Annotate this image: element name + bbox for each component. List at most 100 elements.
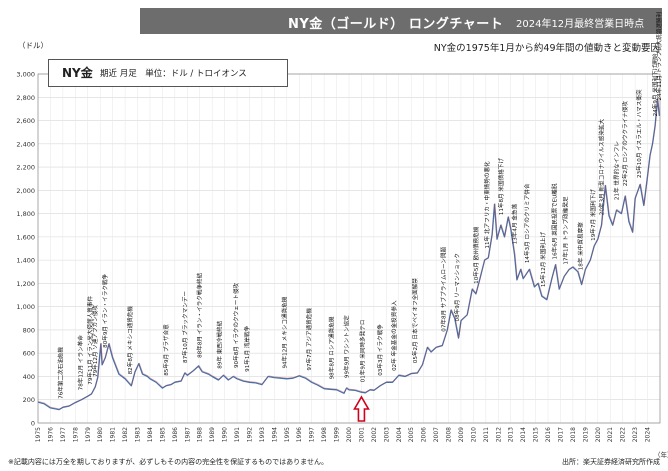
event-annotation: 85年9月 プラザ合意 (162, 324, 170, 376)
event-annotation: 19年7月 米国利下げ (589, 189, 597, 241)
event-annotation: 23年10月 イスラエル・ハマス衝突 (635, 89, 643, 178)
x-tick-label: 2007 (433, 427, 440, 442)
y-tick-label: 800 (23, 326, 35, 334)
event-annotation: 14年3月 ロシアのクリミア併合 (523, 183, 531, 263)
event-annotation: 11年 北アフリカ・中東情勢の悪化 (483, 161, 491, 249)
x-tick-label: 1989 (209, 427, 216, 442)
x-tick-label: 2009 (458, 427, 465, 442)
x-tick-label: 1988 (197, 427, 204, 442)
x-tick-label: 1995 (284, 427, 291, 442)
y-tick-label: 1,200 (16, 280, 35, 288)
x-tick-label: 2013 (508, 427, 515, 442)
x-tick-label: 2014 (520, 427, 527, 442)
event-annotation: 22年2月 ロシアのウクライナ侵攻 (621, 101, 629, 186)
x-tick-label: 1982 (122, 427, 129, 442)
event-annotation: 78年12月 イラン革命 (76, 335, 84, 391)
y-tick-label: 2,800 (16, 94, 35, 102)
x-tick-label: 2018 (570, 427, 577, 442)
event-annotation: 79年11月 イラン米大使館人質事件 (86, 296, 94, 385)
legend-description: 期近 月足 単位：ドル / トロイオンス (100, 69, 247, 79)
y-axis-unit-label: （ドル） (18, 41, 48, 50)
series-line-ny-gold-range (38, 98, 661, 410)
x-tick-label: 1984 (147, 427, 154, 442)
x-tick-label: 2008 (446, 427, 453, 442)
x-tick-label: 2021 (607, 427, 614, 442)
event-annotation: 05年2月 日本でペイオフ全面解禁 (411, 278, 419, 364)
y-tick-label: 1,600 (16, 233, 35, 241)
x-tick-label: 1993 (259, 427, 266, 442)
event-annotation: 13年4月 金急落 (510, 203, 518, 244)
x-tick-label: 2005 (408, 427, 415, 442)
y-tick-label: 2,200 (16, 164, 35, 172)
event-annotation: 99年9月 ワシントン協定 (343, 315, 351, 378)
x-tick-label: 1981 (110, 427, 117, 442)
x-tick-label: 1999 (334, 427, 341, 442)
chart-date: 2024年12月最終営業日時点 (516, 19, 645, 30)
event-annotation: 88年8月 イラン・イラク戦争終結 (196, 272, 204, 358)
chart-header-bar (140, 8, 662, 34)
event-annotation: 98年8月 ロシア通貨危機 (328, 316, 336, 379)
y-tick-label: 3,000 (16, 71, 35, 79)
x-tick-label: 2022 (620, 427, 627, 442)
x-tick-label: 2023 (632, 427, 639, 442)
event-annotation: 08年9月 リーマンショック (453, 253, 461, 321)
x-tick-label: 1976 (47, 427, 54, 442)
x-tick-label: 2011 (483, 427, 490, 442)
y-tick-label: 1,800 (16, 210, 35, 218)
event-annotation: 10年5月 欧州債務危機 (472, 226, 480, 284)
x-tick-label: 2015 (533, 427, 540, 442)
event-annotation: 11年8月 米国債格下げ (497, 158, 505, 216)
x-tick-label: 2000 (346, 427, 353, 442)
x-tick-label: 1998 (321, 427, 328, 442)
event-annotation: 90年8月 イラクのクウェート侵攻 (232, 282, 240, 368)
y-tick-label: 200 (23, 396, 35, 404)
chart-title: NY金（ゴールド） ロングチャート (288, 17, 504, 32)
x-tick-label: 2024 (645, 427, 652, 442)
x-tick-label: 2012 (495, 427, 502, 442)
y-tick-label: 600 (23, 350, 35, 358)
x-tick-label: 2020 (595, 427, 602, 442)
y-tick-label: 400 (23, 373, 35, 381)
series-line-ny-gold (37, 98, 661, 411)
event-annotation: 79年12月 ソ連アフガン侵攻 (91, 305, 99, 377)
event-annotation: 01年9月 米同時多発テロ (359, 320, 367, 383)
event-annotation: 91年1月 湾岸戦争 (243, 325, 251, 371)
x-tick-label: 2004 (396, 427, 403, 442)
x-tick-label: 2002 (371, 427, 378, 442)
source-note: 出所：楽天証券経済研究所作成 (562, 458, 660, 466)
up-arrow-marker (353, 395, 370, 422)
y-tick-label: 1,000 (16, 303, 35, 311)
chart-subtitle: NY金の1975年1月から約49年間の値動きと変動要因 (433, 43, 660, 54)
x-tick-label: 1978 (72, 427, 79, 442)
event-annotation: 87年10月 ブラックマンデー (181, 291, 189, 363)
legend-box (48, 59, 288, 87)
event-annotation: 80年9月 イラン・イラク戦争 (101, 273, 109, 347)
x-tick-label: 1994 (271, 427, 278, 442)
x-tick-label: 1980 (97, 427, 104, 442)
x-tick-label: 2017 (557, 427, 564, 442)
x-tick-label: 1983 (135, 427, 142, 442)
x-tick-label: 1986 (172, 427, 179, 442)
x-tick-label: 2016 (545, 427, 552, 442)
event-annotation: 16年6月 英国民投票でEU離脱 (550, 183, 558, 259)
x-tick-label: 1987 (184, 427, 191, 442)
event-annotation: 24年11月 トランプ氏大統領選勝利 (655, 11, 663, 100)
x-tick-label: 1992 (246, 427, 253, 442)
legend-title: NY金 (62, 66, 93, 80)
y-tick-label: 2,400 (16, 140, 35, 148)
event-annotation: 20年3月 新型コロナウイルス感染拡大 (598, 118, 606, 215)
disclaimer-footnote: ※記載内容には万全を期しておりますが、必ずしもその内容の完全性を保証するものでは… (8, 458, 328, 466)
y-tick-label: 0 (31, 420, 35, 428)
x-tick-label: 1977 (60, 427, 67, 442)
y-tick-label: 2,600 (16, 117, 35, 125)
event-annotation: 24年9月 米国利下げ開始 (651, 53, 659, 116)
event-annotation: 17年1月 トランプ政権発足 (561, 196, 569, 265)
event-annotation: 94年12月 メキシコ通貨危機 (280, 296, 288, 368)
x-tick-label: 1990 (222, 427, 229, 442)
plot-frame (37, 73, 661, 424)
x-tick-label: 2001 (358, 427, 365, 442)
event-annotation: 07年8月 サブプライムローン問題 (440, 247, 448, 332)
x-tick-label: 1996 (296, 427, 303, 442)
x-tick-label: 2019 (582, 427, 589, 442)
